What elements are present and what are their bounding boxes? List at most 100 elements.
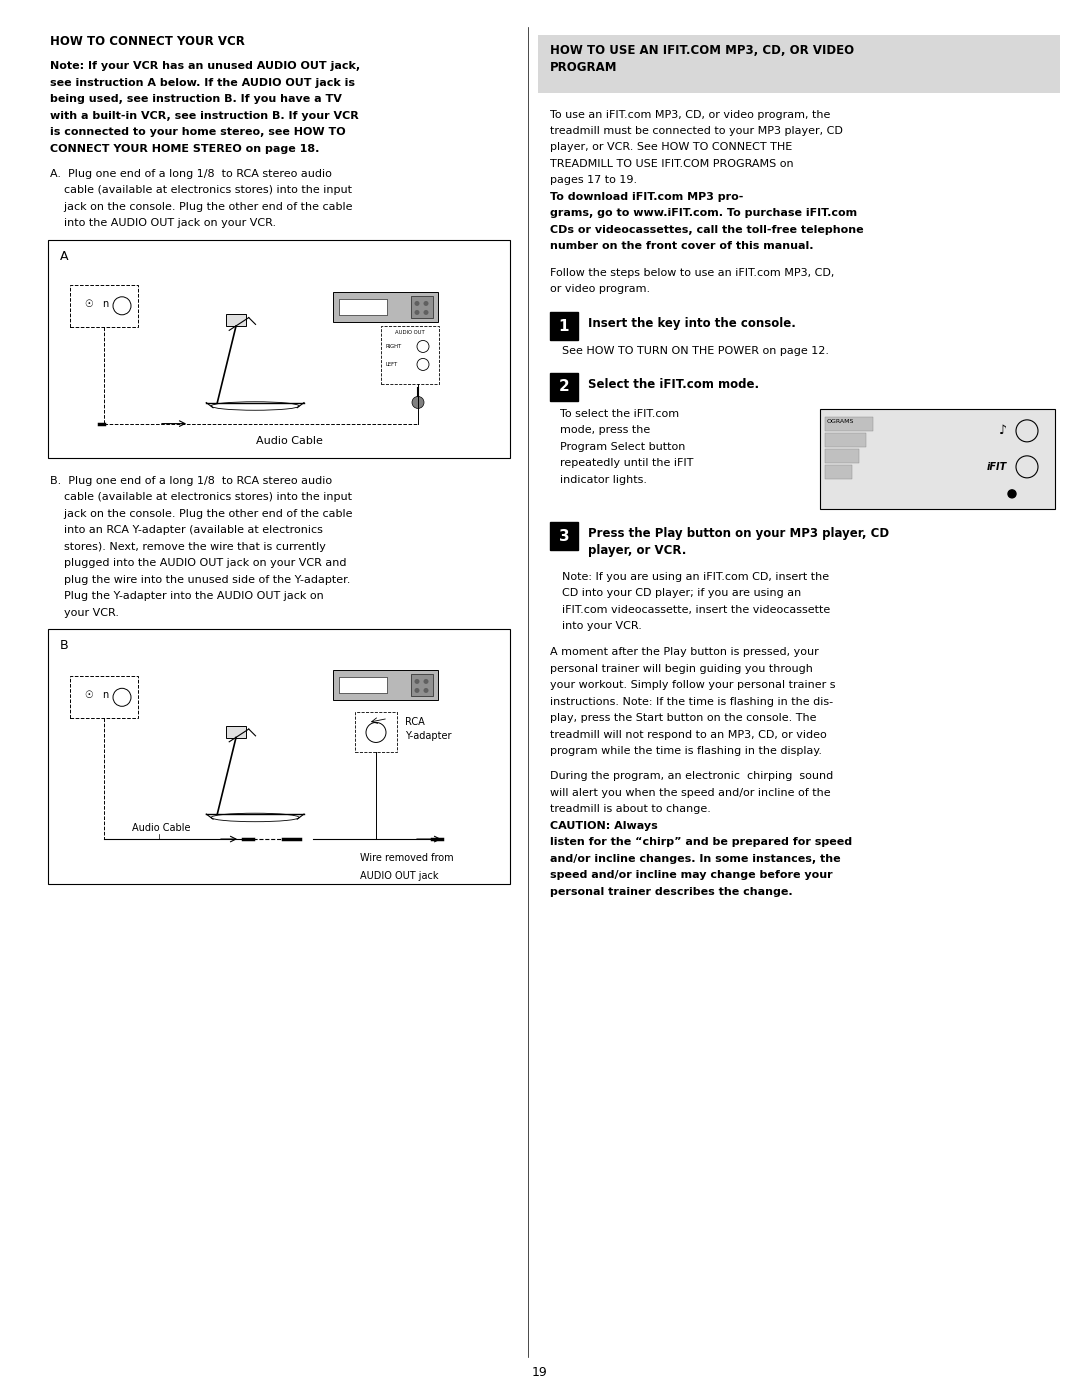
Text: or video program.: or video program. [550, 285, 650, 295]
Circle shape [415, 687, 419, 693]
Text: TREADMILL TO USE IFIT.COM PROGRAMS on: TREADMILL TO USE IFIT.COM PROGRAMS on [550, 159, 794, 169]
Text: AUDIO OUT: AUDIO OUT [395, 331, 424, 335]
Circle shape [415, 679, 419, 685]
Text: HOW TO CONNECT YOUR VCR: HOW TO CONNECT YOUR VCR [50, 35, 245, 47]
Text: your workout. Simply follow your personal trainer s: your workout. Simply follow your persona… [550, 680, 836, 690]
Circle shape [415, 300, 419, 306]
Text: PROGRAM: PROGRAM [550, 60, 618, 74]
Text: n: n [102, 690, 108, 700]
Circle shape [411, 397, 424, 408]
Text: listen for the “chirp” and be prepared for speed: listen for the “chirp” and be prepared f… [550, 837, 852, 847]
Text: into the AUDIO OUT jack on your VCR.: into the AUDIO OUT jack on your VCR. [50, 218, 276, 228]
Circle shape [423, 300, 429, 306]
Text: Insert the key into the console.: Insert the key into the console. [588, 317, 796, 331]
Text: Select the iFIT.com mode.: Select the iFIT.com mode. [588, 377, 759, 391]
Bar [226, 725, 246, 738]
Text: jack on the console. Plug the other end of the cable: jack on the console. Plug the other end … [50, 201, 352, 212]
Bar [538, 35, 1059, 94]
Text: Follow the steps below to use an iFIT.com MP3, CD,: Follow the steps below to use an iFIT.co… [550, 268, 835, 278]
Ellipse shape [211, 813, 299, 821]
Text: into your VCR.: into your VCR. [562, 622, 642, 631]
Text: being used, see instruction B. If you have a TV: being used, see instruction B. If you ha… [50, 95, 342, 105]
Text: CONNECT YOUR HOME STEREO on page 18.: CONNECT YOUR HOME STEREO on page 18. [50, 144, 320, 154]
Text: Wire removed from: Wire removed from [360, 854, 454, 863]
Bar [550, 522, 578, 550]
Text: Press the Play button on your MP3 player, CD: Press the Play button on your MP3 player… [588, 527, 889, 541]
Text: iFIT.com videocassette, insert the videocassette: iFIT.com videocassette, insert the video… [562, 605, 831, 615]
Text: CDs or videocassettes, call the toll-free telephone: CDs or videocassettes, call the toll-fre… [550, 225, 864, 235]
Bar [226, 314, 246, 326]
Text: Plug the Y-adapter into the AUDIO OUT jack on: Plug the Y-adapter into the AUDIO OUT ja… [50, 591, 324, 601]
Text: To download iFIT.com MP3 pro-: To download iFIT.com MP3 pro- [550, 191, 743, 203]
Text: n: n [102, 299, 108, 309]
Circle shape [415, 310, 419, 314]
Text: During the program, an electronic  chirping  sound: During the program, an electronic chirpi… [550, 771, 834, 781]
Text: To use an iFIT.com MP3, CD, or video program, the: To use an iFIT.com MP3, CD, or video pro… [550, 109, 831, 120]
Circle shape [423, 687, 429, 693]
Text: A moment after the Play button is pressed, your: A moment after the Play button is presse… [550, 647, 819, 658]
Text: personal trainer will begin guiding you through: personal trainer will begin guiding you … [550, 664, 813, 673]
Text: Note: If your VCR has an unused AUDIO OUT jack,: Note: If your VCR has an unused AUDIO OU… [50, 61, 360, 71]
Text: jack on the console. Plug the other end of the cable: jack on the console. Plug the other end … [50, 509, 352, 518]
Text: Note: If you are using an iFIT.com CD, insert the: Note: If you are using an iFIT.com CD, i… [562, 571, 829, 581]
Text: OGRAMS: OGRAMS [827, 419, 854, 423]
Text: LEFT: LEFT [386, 362, 399, 367]
Text: ♪: ♪ [999, 425, 1007, 437]
Text: AUDIO OUT jack: AUDIO OUT jack [360, 872, 438, 882]
Text: To select the iFIT.com: To select the iFIT.com [561, 409, 679, 419]
Text: treadmill will not respond to an MP3, CD, or video: treadmill will not respond to an MP3, CD… [550, 731, 827, 740]
Text: number on the front cover of this manual.: number on the front cover of this manual… [550, 242, 813, 251]
Text: HOW TO USE AN IFIT.COM MP3, CD, OR VIDEO: HOW TO USE AN IFIT.COM MP3, CD, OR VIDEO [550, 43, 854, 57]
Bar [825, 448, 859, 462]
Text: Program Select button: Program Select button [561, 441, 686, 451]
Bar [820, 409, 1055, 509]
Bar [333, 671, 438, 700]
Text: with a built-in VCR, see instruction B. If your VCR: with a built-in VCR, see instruction B. … [50, 110, 359, 122]
Text: is connected to your home stereo, see HOW TO: is connected to your home stereo, see HO… [50, 127, 346, 137]
Text: RCA: RCA [405, 718, 424, 728]
Text: 1: 1 [558, 319, 569, 334]
Text: see instruction A below. If the AUDIO OUT jack is: see instruction A below. If the AUDIO OU… [50, 78, 355, 88]
Bar [355, 712, 397, 753]
Text: into an RCA Y-adapter (available at electronics: into an RCA Y-adapter (available at elec… [50, 525, 323, 535]
Text: iFIT: iFIT [987, 462, 1008, 472]
Text: speed and/or incline may change before your: speed and/or incline may change before y… [550, 870, 833, 880]
Text: ☉: ☉ [84, 690, 93, 700]
Bar [48, 629, 510, 884]
Text: plugged into the AUDIO OUT jack on your VCR and: plugged into the AUDIO OUT jack on your … [50, 557, 347, 569]
Text: 3: 3 [558, 528, 569, 543]
Bar [825, 465, 852, 479]
Bar [411, 675, 433, 697]
Text: Audio Cable: Audio Cable [132, 823, 190, 833]
Text: and/or incline changes. In some instances, the: and/or incline changes. In some instance… [550, 854, 840, 863]
Text: player, or VCR. See HOW TO CONNECT THE: player, or VCR. See HOW TO CONNECT THE [550, 142, 793, 152]
Circle shape [1008, 490, 1016, 497]
Text: 19: 19 [532, 1365, 548, 1379]
Circle shape [423, 679, 429, 685]
Bar [381, 327, 438, 384]
Text: treadmill is about to change.: treadmill is about to change. [550, 805, 714, 814]
Text: B: B [60, 638, 69, 652]
Text: Y-adapter: Y-adapter [405, 732, 451, 742]
Text: will alert you when the speed and/or incline of the: will alert you when the speed and/or inc… [550, 788, 831, 798]
Text: B.  Plug one end of a long 1/8  to RCA stereo audio: B. Plug one end of a long 1/8 to RCA ste… [50, 475, 333, 486]
Bar [550, 373, 578, 401]
Text: grams, go to www.iFIT.com. To purchase iFIT.com: grams, go to www.iFIT.com. To purchase i… [550, 208, 858, 218]
Text: plug the wire into the unused side of the Y-adapter.: plug the wire into the unused side of th… [50, 574, 350, 584]
Text: Audio Cable: Audio Cable [256, 436, 323, 446]
Text: A: A [60, 250, 68, 263]
Bar [70, 285, 138, 327]
Text: 2: 2 [558, 380, 569, 394]
Bar [411, 296, 433, 319]
Text: play, press the Start button on the console. The: play, press the Start button on the cons… [550, 714, 816, 724]
Text: cable (available at electronics stores) into the input: cable (available at electronics stores) … [50, 186, 352, 196]
Text: instructions. Note: If the time is flashing in the dis-: instructions. Note: If the time is flash… [550, 697, 833, 707]
Bar [825, 416, 873, 430]
Bar [339, 299, 387, 316]
Text: cable (available at electronics stores) into the input: cable (available at electronics stores) … [50, 492, 352, 502]
Bar [550, 313, 578, 341]
Circle shape [423, 310, 429, 314]
Text: CAUTION: Always: CAUTION: Always [550, 820, 658, 831]
Bar [339, 678, 387, 693]
Ellipse shape [211, 402, 299, 411]
